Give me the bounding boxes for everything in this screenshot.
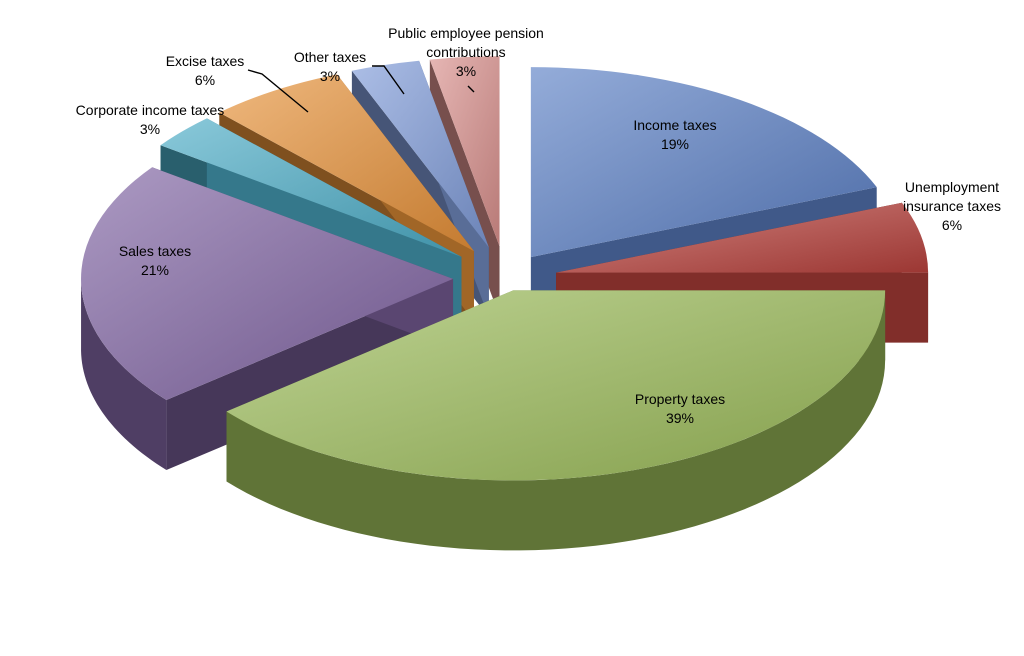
slice-label: Property taxes 39% [635,391,725,426]
slice-label: Sales taxes 21% [119,243,191,278]
slice-label: Excise taxes 6% [166,53,245,88]
pie-slice [351,60,489,248]
pie-slice [160,118,462,257]
leader-line [247,69,309,113]
leader-line [467,85,475,93]
slice-label: Corporate income taxes 3% [76,102,225,137]
leader-line [372,65,405,95]
pie-slice [226,290,886,481]
slice-wall-3 [81,276,167,471]
pie-slice [81,167,454,401]
slice-wall-2 [226,290,886,551]
pie-slice [530,67,877,258]
pie-slice [429,56,500,247]
slice-label: Other taxes 3% [294,49,366,84]
slice-label: Unemployment insurance taxes 6% [903,179,1001,233]
slice-label: Income taxes 19% [633,117,716,152]
slice-label: Public employee pension contributions 3% [388,25,544,79]
pie-slice [219,74,474,252]
pie-slice [556,202,929,273]
